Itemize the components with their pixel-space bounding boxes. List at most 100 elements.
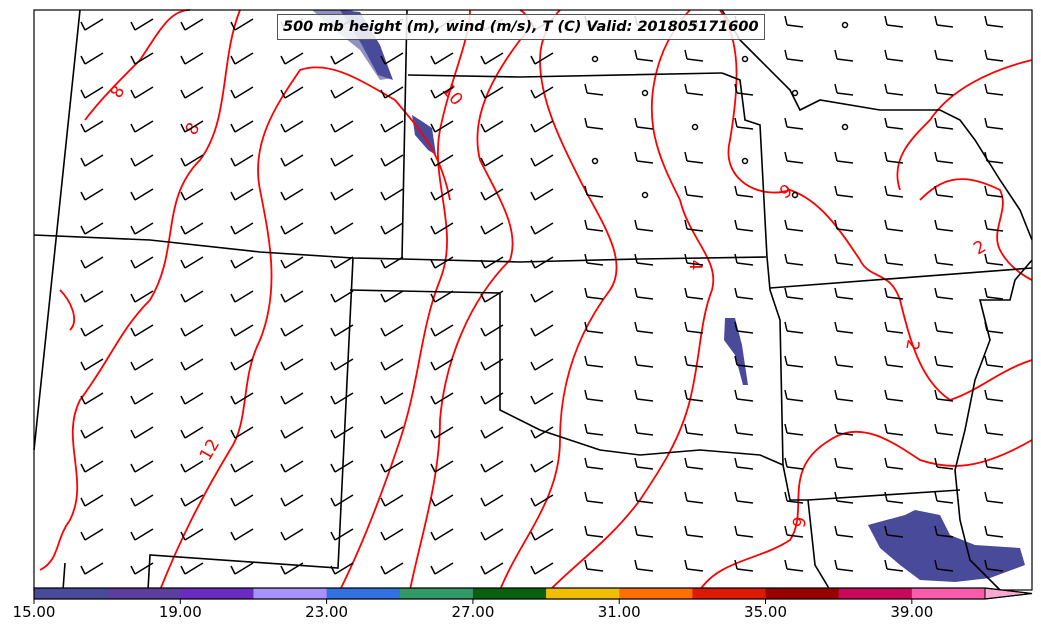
wind-barb	[784, 321, 804, 334]
contour-label: 6	[775, 179, 794, 202]
wind-barb	[230, 460, 254, 473]
wind-barb	[380, 52, 404, 65]
wind-barb	[784, 457, 804, 470]
wind-barb	[130, 528, 154, 541]
wind-barb	[330, 154, 354, 167]
wind-barb	[884, 457, 904, 470]
wind-barb	[834, 185, 854, 198]
wind-barb	[80, 392, 104, 405]
colorbar-segment	[399, 588, 474, 599]
colorbar-segment	[180, 588, 254, 599]
wind-barb	[684, 151, 704, 164]
wind-barb	[684, 389, 704, 402]
wind-barb	[734, 185, 754, 198]
wind-barb	[784, 389, 804, 402]
wind-barb	[934, 15, 954, 28]
wind-barb	[180, 358, 204, 371]
wind-barb	[684, 219, 704, 232]
wind-barb	[330, 528, 354, 541]
wind-barb	[684, 491, 704, 504]
wind-barb	[684, 559, 704, 572]
wind-barb	[934, 219, 954, 232]
wind-barb	[480, 426, 504, 439]
state-borders	[33, 9, 1033, 591]
wind-barb	[934, 321, 954, 334]
wind-barb	[130, 222, 154, 235]
wind-barbs	[80, 15, 1004, 575]
wind-barb	[530, 120, 554, 133]
wind-barb	[784, 253, 804, 266]
wind-barb	[130, 460, 154, 473]
wind-barb	[834, 525, 854, 538]
calm-wind-circle	[641, 191, 649, 199]
wind-barb	[834, 83, 854, 96]
wind-barb	[734, 321, 754, 334]
wind-barb	[230, 494, 254, 507]
wind-barb	[634, 355, 654, 368]
wind-barb	[80, 188, 104, 201]
contour-label: 12	[196, 436, 224, 465]
wind-barb	[530, 528, 554, 541]
colorbar-segment	[253, 588, 328, 599]
contour-label: 10	[437, 80, 466, 109]
wind-barb	[784, 151, 804, 164]
wind-barb	[634, 457, 654, 470]
wind-barb	[430, 86, 454, 99]
wind-barb	[280, 494, 304, 507]
wind-barb	[934, 83, 954, 96]
wind-barb	[734, 117, 754, 130]
wind-barb	[884, 219, 904, 232]
wind-barb	[934, 287, 954, 300]
wind-barb	[884, 389, 904, 402]
wind-barb	[984, 83, 1004, 96]
wind-barb	[584, 423, 604, 436]
wind-barb	[230, 392, 254, 405]
wind-barb	[884, 15, 904, 28]
wind-barb	[934, 151, 954, 164]
wind-barb	[230, 86, 254, 99]
wind-barb	[834, 457, 854, 470]
wind-barb	[80, 18, 104, 31]
wind-barb	[380, 290, 404, 303]
wind-barb	[430, 188, 454, 201]
wind-barb	[584, 457, 604, 470]
wind-barb	[280, 86, 304, 99]
wind-barb	[884, 49, 904, 62]
wind-barb	[230, 18, 254, 31]
wind-barb	[480, 528, 504, 541]
wind-barb	[80, 52, 104, 65]
wind-barb	[330, 358, 354, 371]
wind-barb	[130, 290, 154, 303]
wind-barb	[584, 389, 604, 402]
wind-barb	[984, 559, 1004, 572]
wind-barb	[180, 222, 204, 235]
wind-barb	[180, 154, 204, 167]
wind-barb	[784, 423, 804, 436]
wind-barb	[130, 86, 154, 99]
wind-barb	[530, 358, 554, 371]
wind-barb	[784, 525, 804, 538]
contour-label: 4	[685, 260, 705, 271]
wind-barb	[480, 86, 504, 99]
wind-barb	[180, 324, 204, 337]
wind-barb	[480, 494, 504, 507]
wind-barb	[80, 86, 104, 99]
wind-barb	[784, 355, 804, 368]
wind-barb	[380, 460, 404, 473]
wind-barb	[480, 358, 504, 371]
wind-barb	[634, 117, 654, 130]
wind-barb	[480, 562, 504, 575]
calm-wind-circle	[691, 123, 699, 131]
wind-barb	[884, 253, 904, 266]
wind-barb	[584, 287, 604, 300]
wind-barb	[180, 18, 204, 31]
wind-barb	[784, 491, 804, 504]
wind-barb	[934, 491, 954, 504]
wind-barb	[584, 355, 604, 368]
colorbar-tick-label: 23.00	[305, 603, 349, 621]
colorbar-tick-label: 15.00	[12, 603, 56, 621]
colorbar-segment	[546, 588, 620, 599]
wind-barb	[380, 154, 404, 167]
calm-wind-circle	[791, 191, 799, 199]
wind-barb	[734, 525, 754, 538]
